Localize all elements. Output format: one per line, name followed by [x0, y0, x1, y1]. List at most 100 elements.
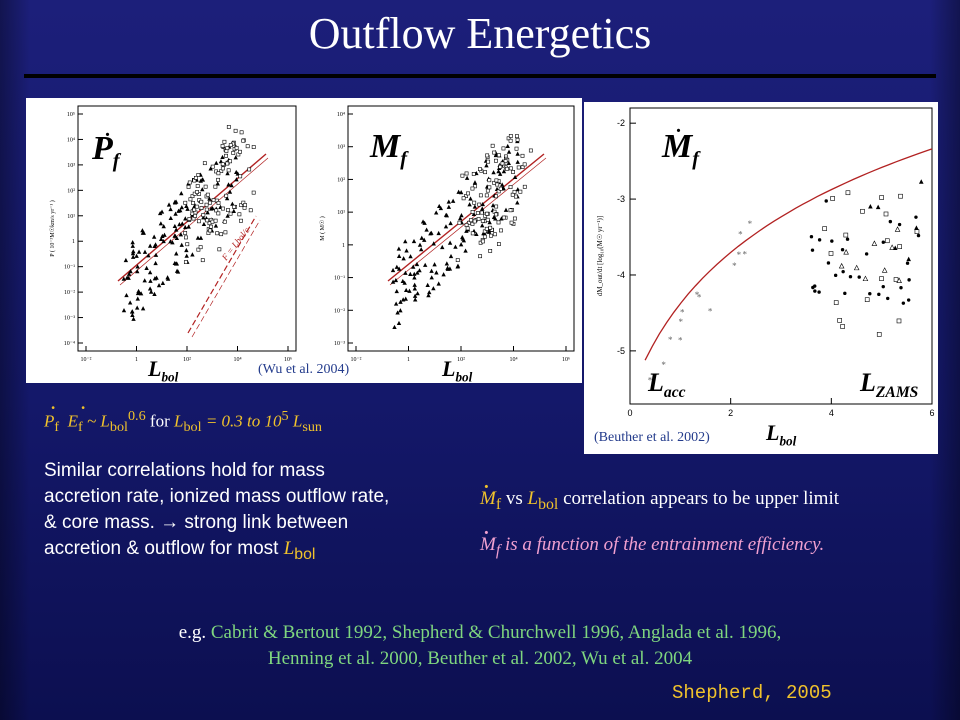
- data-point-triangle: [229, 183, 234, 188]
- data-point-square: [893, 277, 899, 282]
- data-point-square: [191, 200, 195, 205]
- data-point-square: [500, 161, 505, 166]
- data-point-square: [876, 332, 882, 337]
- data-point-triangle: [208, 206, 214, 211]
- data-point-triangle: [148, 289, 154, 294]
- data-point-triangle: [515, 200, 520, 205]
- data-point-triangle: [432, 262, 437, 267]
- x-tick-label: 10⁴: [509, 357, 517, 363]
- data-point-square: [248, 208, 253, 213]
- x-tick-label: 10²: [457, 357, 465, 363]
- data-point-triangle: [168, 206, 173, 212]
- data-point-square: [496, 220, 501, 225]
- data-point-triangle: [201, 221, 207, 227]
- data-point-triangle: [459, 212, 464, 218]
- data-point-triangle: [156, 283, 162, 288]
- data-point-triangle: [491, 214, 497, 219]
- data-point-square: [200, 258, 205, 263]
- data-point-triangle: [230, 201, 235, 206]
- data-point-triangle: [443, 224, 449, 229]
- data-point-triangle: [138, 291, 144, 296]
- data-point-square: [501, 146, 506, 151]
- data-point-triangle: [213, 223, 219, 228]
- data-point-square: [188, 197, 193, 202]
- data-point-triangle: [129, 309, 135, 314]
- data-point-triangle: [152, 276, 158, 281]
- y-tick-label: 10³: [67, 163, 75, 169]
- data-point-square: [509, 220, 514, 225]
- data-point-triangle: [453, 244, 458, 249]
- data-point-square: [498, 186, 503, 191]
- data-point-square: [508, 166, 513, 171]
- left-edge-shade: [0, 0, 30, 720]
- data-point-triangle: [174, 235, 180, 241]
- y-tick-label: 10⁻¹: [334, 276, 345, 282]
- data-point-square: [501, 215, 506, 220]
- data-point-triangle: [411, 264, 416, 269]
- data-point-triangle: [142, 278, 147, 283]
- data-point-triangle: [179, 205, 185, 210]
- data-point-square: [224, 153, 228, 158]
- data-point-triangle: [153, 252, 159, 257]
- slide-title: Outflow Energetics: [308, 9, 652, 58]
- data-point-square: [471, 172, 476, 176]
- data-point-square: [216, 171, 221, 176]
- data-point-square: [461, 196, 466, 201]
- title-rule: [24, 74, 936, 78]
- dot-accent: .: [676, 115, 681, 137]
- data-point-triangle: [170, 240, 175, 245]
- data-point-square: [830, 196, 835, 201]
- data-point-triangle: [428, 231, 433, 236]
- data-point-triangle: [512, 174, 518, 180]
- data-point-triangle: [140, 306, 146, 311]
- data-point-square: [497, 153, 501, 158]
- data-point-triangle: [168, 215, 173, 221]
- data-point-triangle: [178, 232, 184, 237]
- data-point-square: [216, 201, 221, 205]
- data-point-square: [190, 194, 195, 199]
- data-point-square: [503, 159, 508, 163]
- data-point-square: [520, 165, 525, 169]
- data-point-triangle: [396, 320, 402, 326]
- data-point-square: [477, 202, 482, 207]
- data-point-square: [518, 189, 523, 194]
- y-tick-label: 10¹: [67, 214, 75, 220]
- data-point-triangle: [158, 236, 164, 241]
- data-point-square: [512, 189, 517, 194]
- data-point-square: [487, 185, 492, 190]
- data-point-square: [883, 211, 889, 217]
- data-point-square: [515, 137, 520, 142]
- data-point-triangle: [443, 212, 449, 217]
- data-point-triangle: [173, 261, 179, 266]
- data-point-triangle: [393, 277, 399, 283]
- data-point-square: [465, 226, 470, 231]
- data-point-square: [514, 194, 518, 199]
- data-point-triangle: [214, 160, 219, 165]
- data-point-triangle: [437, 203, 442, 209]
- data-point-triangle: [482, 231, 487, 236]
- data-point-triangle: [515, 159, 520, 164]
- data-point-square: [511, 170, 515, 174]
- data-point-square: [209, 224, 213, 229]
- x-tick-label: 6: [929, 408, 934, 418]
- data-point-open-triangle: [871, 240, 878, 246]
- data-point-triangle: [424, 227, 429, 232]
- data-point-circle: [886, 296, 890, 301]
- data-point-triangle: [390, 279, 396, 284]
- data-point-circle: [845, 237, 850, 241]
- data-point-triangle: [404, 248, 409, 253]
- data-point-triangle: [159, 209, 165, 214]
- data-point-square: [515, 134, 519, 139]
- data-point-square: [238, 149, 242, 154]
- data-point-square: [483, 170, 488, 175]
- data-point-square: [195, 190, 199, 194]
- data-point-triangle: [419, 235, 424, 240]
- label-mf-right: Mf: [662, 128, 700, 170]
- y-tick-label: -5: [617, 346, 625, 356]
- data-point-triangle: [412, 282, 417, 287]
- data-point-triangle: [184, 253, 189, 258]
- data-point-triangle: [448, 220, 453, 226]
- data-point-square: [879, 195, 884, 200]
- data-point-circle: [881, 240, 886, 244]
- y-tick-label: 10³: [337, 145, 345, 151]
